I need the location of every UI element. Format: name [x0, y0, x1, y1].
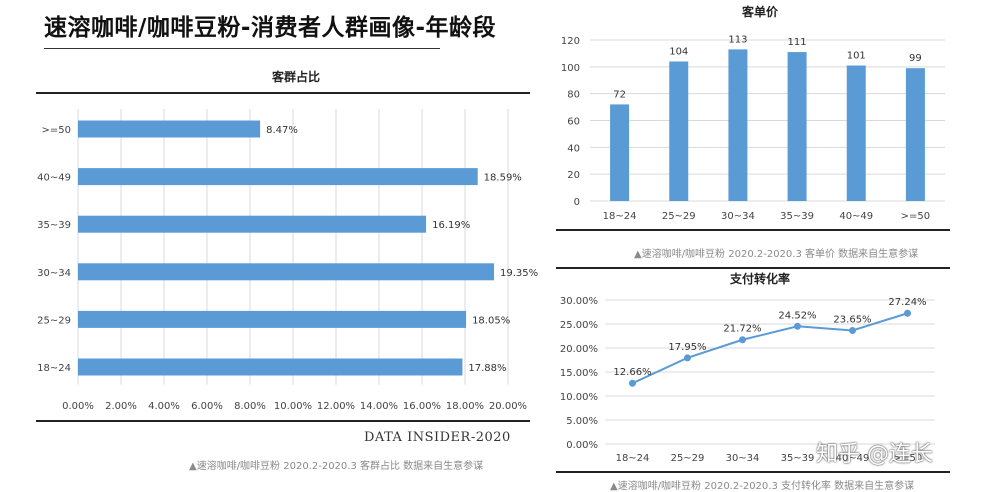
y-category-label: 35~39: [37, 220, 71, 231]
bar: [78, 120, 261, 138]
bar: [78, 358, 463, 376]
bar: [669, 61, 689, 201]
x-tick-label: 2.00%: [105, 401, 137, 412]
bar: [78, 215, 427, 233]
x-tick-label: 14.00%: [360, 401, 398, 412]
x-category-label: 18~24: [616, 453, 650, 464]
data-point: [629, 379, 636, 387]
bar-data-label: 111: [788, 37, 807, 48]
bar-data-label: 18.59%: [484, 173, 522, 184]
series-line: [632, 312, 908, 385]
share-chart-source: ▲速溶咖啡/咖啡豆粉 2020.2-2020.3 客群占比 数据来自生意参谋: [189, 461, 484, 472]
x-tick-label: 4.00%: [148, 401, 180, 412]
bar: [610, 104, 630, 201]
x-tick-label: 8.00%: [234, 401, 266, 412]
price-chart-source: ▲速溶咖啡/咖啡豆粉 2020.2-2020.3 客单价 数据来自生意参谋: [634, 249, 919, 260]
x-category-label: >=50: [893, 453, 922, 464]
x-tick-label: 12.00%: [317, 401, 355, 412]
share-chart-bottom-rule: [36, 420, 530, 422]
bar-data-label: 18.05%: [472, 315, 510, 326]
data-point: [684, 354, 691, 362]
data-point: [904, 309, 911, 317]
page-title: 速溶咖啡/咖啡豆粉-消费者人群画像-年龄段: [44, 15, 496, 41]
data-point: [849, 326, 856, 334]
point-data-label: 12.66%: [613, 367, 651, 378]
bar-data-label: 72: [613, 89, 626, 100]
y-tick-label: 5.00%: [566, 416, 598, 427]
share-chart-title: 客群占比: [271, 70, 320, 84]
point-data-label: 17.95%: [668, 342, 706, 353]
y-category-label: >=50: [42, 125, 71, 136]
x-category-label: 40~49: [839, 211, 873, 222]
x-tick-label: 18.00%: [446, 401, 484, 412]
bar: [78, 263, 495, 281]
bar: [728, 49, 748, 202]
share-chart: 0.00% 2.00% 4.00% 6.00% 8.00% 10.00% 12.00% 14.…: [37, 109, 538, 412]
point-data-label: 24.52%: [778, 310, 816, 321]
x-category-label: 30~34: [721, 211, 755, 222]
price-chart: 0 20 40 60 80 100 120 72 18~24 104 25~29 113 30~34 11…: [561, 34, 945, 222]
bar-data-label: 8.47%: [266, 125, 298, 136]
bar-data-label: 104: [669, 46, 688, 57]
y-category-label: 30~34: [37, 268, 71, 279]
conversion-chart-top-rule: [556, 267, 950, 269]
data-point: [794, 322, 801, 330]
x-tick-label: 6.00%: [191, 401, 223, 412]
bar: [787, 52, 807, 202]
bar-data-label: 99: [909, 53, 922, 64]
y-tick-label: 100: [561, 63, 580, 74]
bar-data-label: 101: [847, 50, 866, 61]
y-tick-label: 20: [567, 170, 580, 181]
x-category-label: 35~39: [780, 211, 814, 222]
y-category-label: 40~49: [37, 173, 71, 184]
conversion-chart: 0.00% 5.00% 10.00% 15.00% 20.00% 25.00% 30.00%…: [560, 296, 935, 464]
conversion-chart-source: ▲速溶咖啡/咖啡豆粉 2020.2-2020.3 支付转化率 数据来自生意参谋: [610, 481, 915, 492]
x-category-label: >=50: [901, 211, 930, 222]
x-category-label: 35~39: [781, 453, 815, 464]
share-chart-top-rule: [36, 92, 530, 94]
x-tick-label: 16.00%: [403, 401, 441, 412]
point-data-label: 27.24%: [888, 297, 926, 308]
x-tick-label: 20.00%: [489, 401, 527, 412]
y-tick-label: 20.00%: [560, 344, 598, 355]
y-tick-label: 0.00%: [566, 440, 598, 451]
data-point: [739, 336, 746, 344]
bar-data-label: 17.88%: [468, 363, 506, 374]
y-tick-label: 30.00%: [560, 296, 598, 307]
title-underline: [44, 48, 440, 49]
x-tick-label: 10.00%: [274, 401, 312, 412]
x-category-label: 40~49: [836, 453, 870, 464]
x-category-label: 25~29: [671, 453, 705, 464]
bar-data-label: 16.19%: [432, 220, 470, 231]
point-data-label: 21.72%: [723, 324, 761, 335]
watermark: 知乎 @连长: [816, 442, 933, 467]
bar-data-label: 113: [728, 34, 747, 45]
price-chart-title: 客单价: [741, 5, 778, 19]
bar: [78, 168, 478, 186]
x-category-label: 30~34: [726, 453, 760, 464]
y-category-label: 25~29: [37, 315, 71, 326]
y-tick-label: 80: [567, 90, 580, 101]
price-chart-bottom-rule: [556, 229, 950, 231]
y-category-label: 18~24: [37, 363, 71, 374]
conversion-chart-title: 支付转化率: [729, 272, 790, 286]
y-tick-label: 40: [567, 143, 580, 154]
brand-label: DATA INSIDER-2020: [364, 430, 511, 445]
bar: [78, 310, 467, 328]
y-tick-label: 25.00%: [560, 320, 598, 331]
point-data-label: 23.65%: [833, 314, 871, 325]
x-category-label: 25~29: [662, 211, 696, 222]
bar: [846, 65, 866, 201]
x-tick-label: 0.00%: [62, 401, 94, 412]
y-tick-label: 60: [567, 117, 580, 128]
conversion-chart-bottom-rule: [556, 471, 950, 473]
y-tick-label: 0: [574, 197, 580, 208]
bar: [905, 68, 925, 201]
y-tick-label: 120: [561, 36, 580, 47]
x-category-label: 18~24: [603, 211, 637, 222]
bar-data-label: 19.35%: [500, 268, 538, 279]
y-tick-label: 15.00%: [560, 368, 598, 379]
y-tick-label: 10.00%: [560, 392, 598, 403]
